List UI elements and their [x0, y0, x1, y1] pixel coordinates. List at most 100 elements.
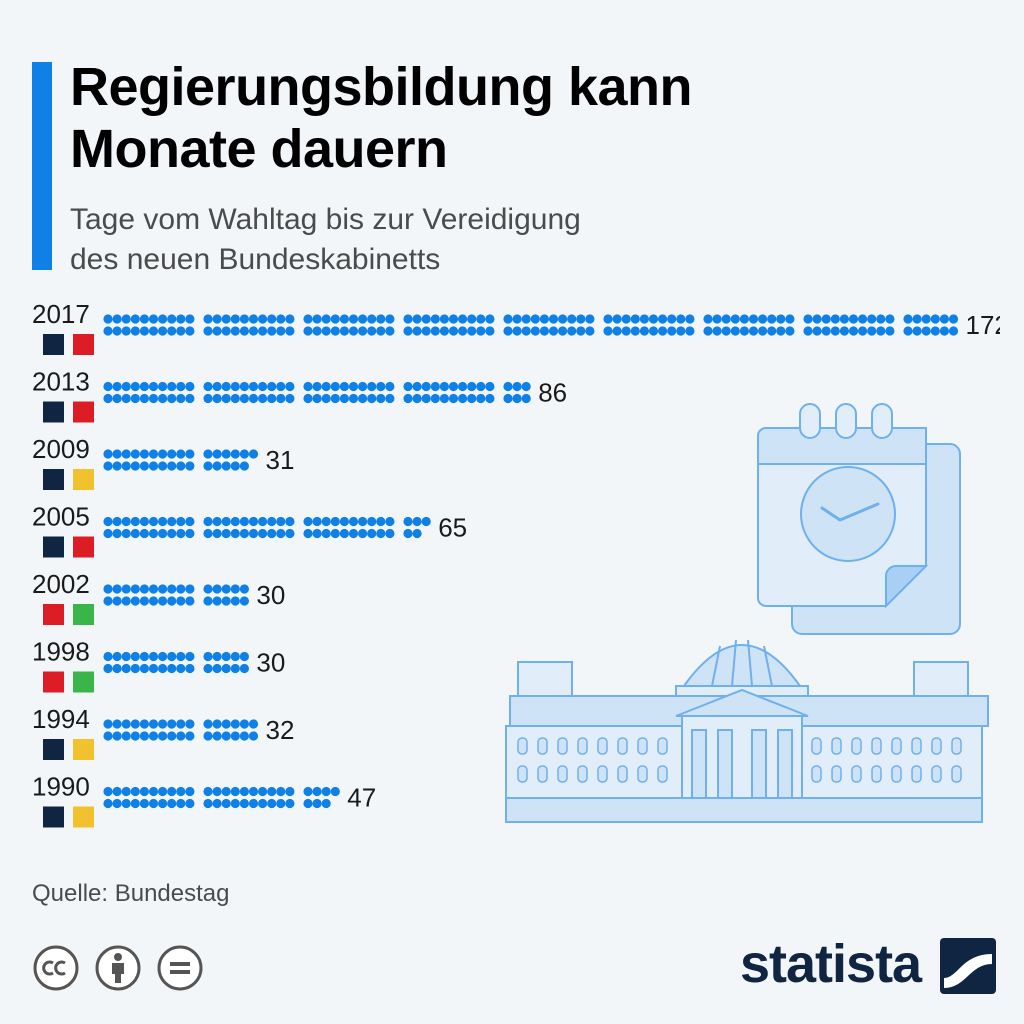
day-dot [203, 393, 213, 404]
day-dot [221, 584, 231, 594]
day-dot [376, 381, 386, 392]
day-dot [303, 798, 313, 809]
day-dot [248, 326, 259, 336]
day-dot [158, 786, 168, 797]
day-dot [567, 326, 577, 336]
day-dot [358, 314, 368, 324]
day-dot [730, 326, 740, 336]
window-shape [557, 737, 568, 755]
day-dot [121, 663, 131, 674]
day-dot [312, 326, 322, 336]
day-dot [130, 596, 140, 606]
day-dot [330, 786, 340, 797]
day-dot [230, 663, 240, 674]
day-dot [385, 326, 395, 336]
day-dot [285, 516, 295, 527]
day-dot [703, 326, 713, 336]
day-dot [248, 798, 259, 809]
day-dot [167, 651, 177, 662]
day-dot [203, 786, 213, 797]
day-dot [776, 314, 786, 324]
statista-logo[interactable]: statista [740, 930, 1000, 1000]
day-dot [139, 528, 149, 539]
day-dot [830, 326, 840, 336]
license-icons[interactable] [32, 944, 204, 992]
day-dot [176, 651, 186, 662]
day-dot [803, 314, 813, 324]
day-dot [176, 461, 186, 471]
day-dot [476, 326, 486, 336]
year-label: 2017 [32, 299, 90, 329]
day-dot [221, 596, 231, 606]
cc-icon[interactable] [32, 944, 80, 992]
day-dot [121, 314, 131, 324]
day-dot [112, 651, 122, 662]
day-dot [158, 584, 168, 594]
day-dot [121, 584, 131, 594]
day-dot [176, 381, 186, 392]
day-dot [112, 461, 122, 471]
day-dot [212, 584, 222, 594]
day-dot [367, 326, 377, 336]
party-color-square [43, 604, 64, 625]
day-dot [112, 516, 122, 527]
party-color-square [73, 671, 94, 693]
day-dot [212, 651, 222, 662]
day-dot [358, 528, 368, 539]
party-color-square [43, 334, 64, 355]
day-dot [176, 786, 186, 797]
day-dot [103, 786, 113, 797]
value-label: 65 [438, 513, 467, 543]
day-dot [785, 326, 795, 336]
day-dot [139, 381, 149, 392]
day-dot [167, 393, 177, 404]
day-dot [112, 798, 122, 809]
day-dot [376, 314, 386, 324]
day-dot [185, 719, 195, 729]
day-dot [412, 314, 422, 324]
day-dot [330, 528, 340, 539]
day-dot [303, 528, 313, 539]
value-label: 30 [256, 648, 285, 678]
day-dot [221, 731, 231, 741]
day-dot [139, 798, 149, 809]
by-icon[interactable] [94, 944, 142, 992]
nd-icon[interactable] [156, 944, 204, 992]
day-dot [903, 314, 913, 324]
day-dot [230, 786, 240, 797]
day-dot [121, 393, 131, 404]
day-dot [139, 596, 149, 606]
day-dot [921, 326, 931, 336]
day-dot [848, 326, 859, 336]
day-dot [167, 786, 177, 797]
day-dot [239, 596, 249, 606]
day-dot [203, 461, 213, 471]
day-dot [621, 326, 631, 336]
day-dot [212, 461, 222, 471]
day-dot [130, 393, 140, 404]
party-color-square [43, 536, 64, 558]
day-dot [421, 516, 431, 527]
day-dot [939, 314, 950, 324]
day-dot [876, 326, 886, 336]
day-dot [148, 528, 159, 539]
window-shape [617, 765, 628, 783]
day-dot [648, 326, 659, 336]
day-dot [221, 651, 231, 662]
day-dot [112, 314, 122, 324]
day-dot [348, 314, 359, 324]
day-dot [130, 786, 140, 797]
day-dot [603, 326, 613, 336]
day-dot [439, 381, 449, 392]
day-dot [212, 381, 222, 392]
day-dot [930, 314, 940, 324]
day-dot [330, 393, 340, 404]
day-dot [539, 314, 550, 324]
day-dot [148, 314, 159, 324]
day-dot [285, 786, 295, 797]
day-dot [676, 314, 686, 324]
day-dot [521, 326, 531, 336]
day-dot [303, 381, 313, 392]
day-dot [148, 731, 159, 741]
day-dot [358, 393, 368, 404]
